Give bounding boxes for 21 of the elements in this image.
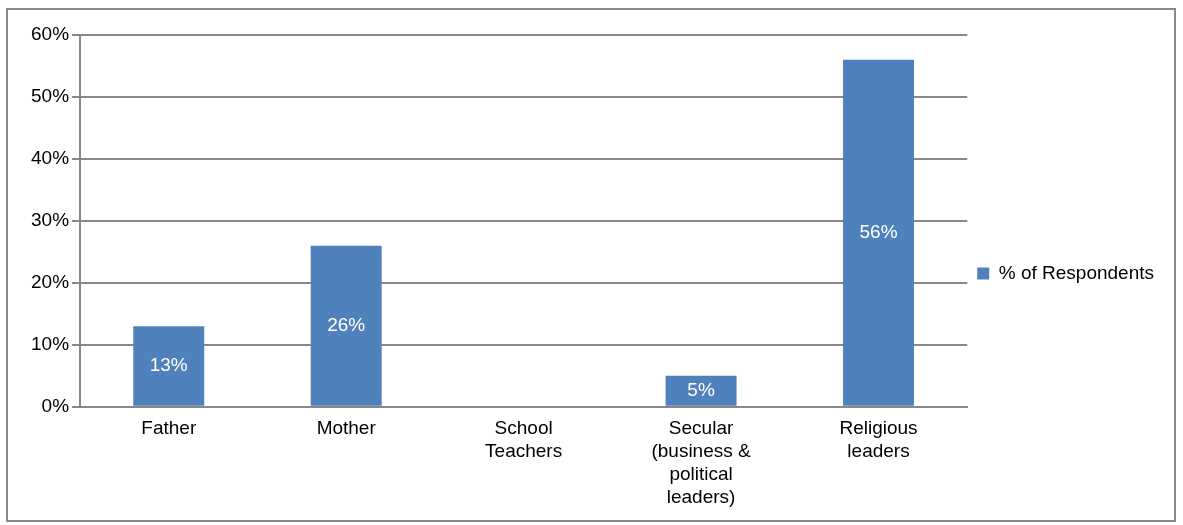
x-tick-label: Secular (business & political leaders) — [651, 417, 752, 507]
y-tick-label: 10% — [31, 333, 70, 355]
legend-label: % of Respondents — [998, 261, 1154, 283]
bar — [843, 59, 914, 406]
y-tick-label: 30% — [31, 209, 70, 231]
y-tick-label: 50% — [31, 85, 70, 107]
data-label: 26% — [327, 313, 366, 335]
y-tick-label: 60% — [31, 23, 70, 45]
data-label: 56% — [859, 221, 898, 243]
y-tick-label: 40% — [31, 147, 70, 169]
bar — [665, 375, 737, 406]
data-label: 13% — [149, 354, 188, 376]
y-tick-label: 20% — [31, 271, 70, 293]
y-tick-label: 0% — [41, 395, 70, 417]
x-tick-label: School Teachers — [485, 417, 563, 462]
x-tick-label: Religious leaders — [839, 417, 918, 462]
bar — [310, 245, 382, 406]
data-label: 5% — [687, 379, 715, 401]
x-tick-label: Mother — [316, 417, 377, 439]
x-tick-label: Father — [141, 417, 197, 439]
bar — [133, 326, 205, 406]
